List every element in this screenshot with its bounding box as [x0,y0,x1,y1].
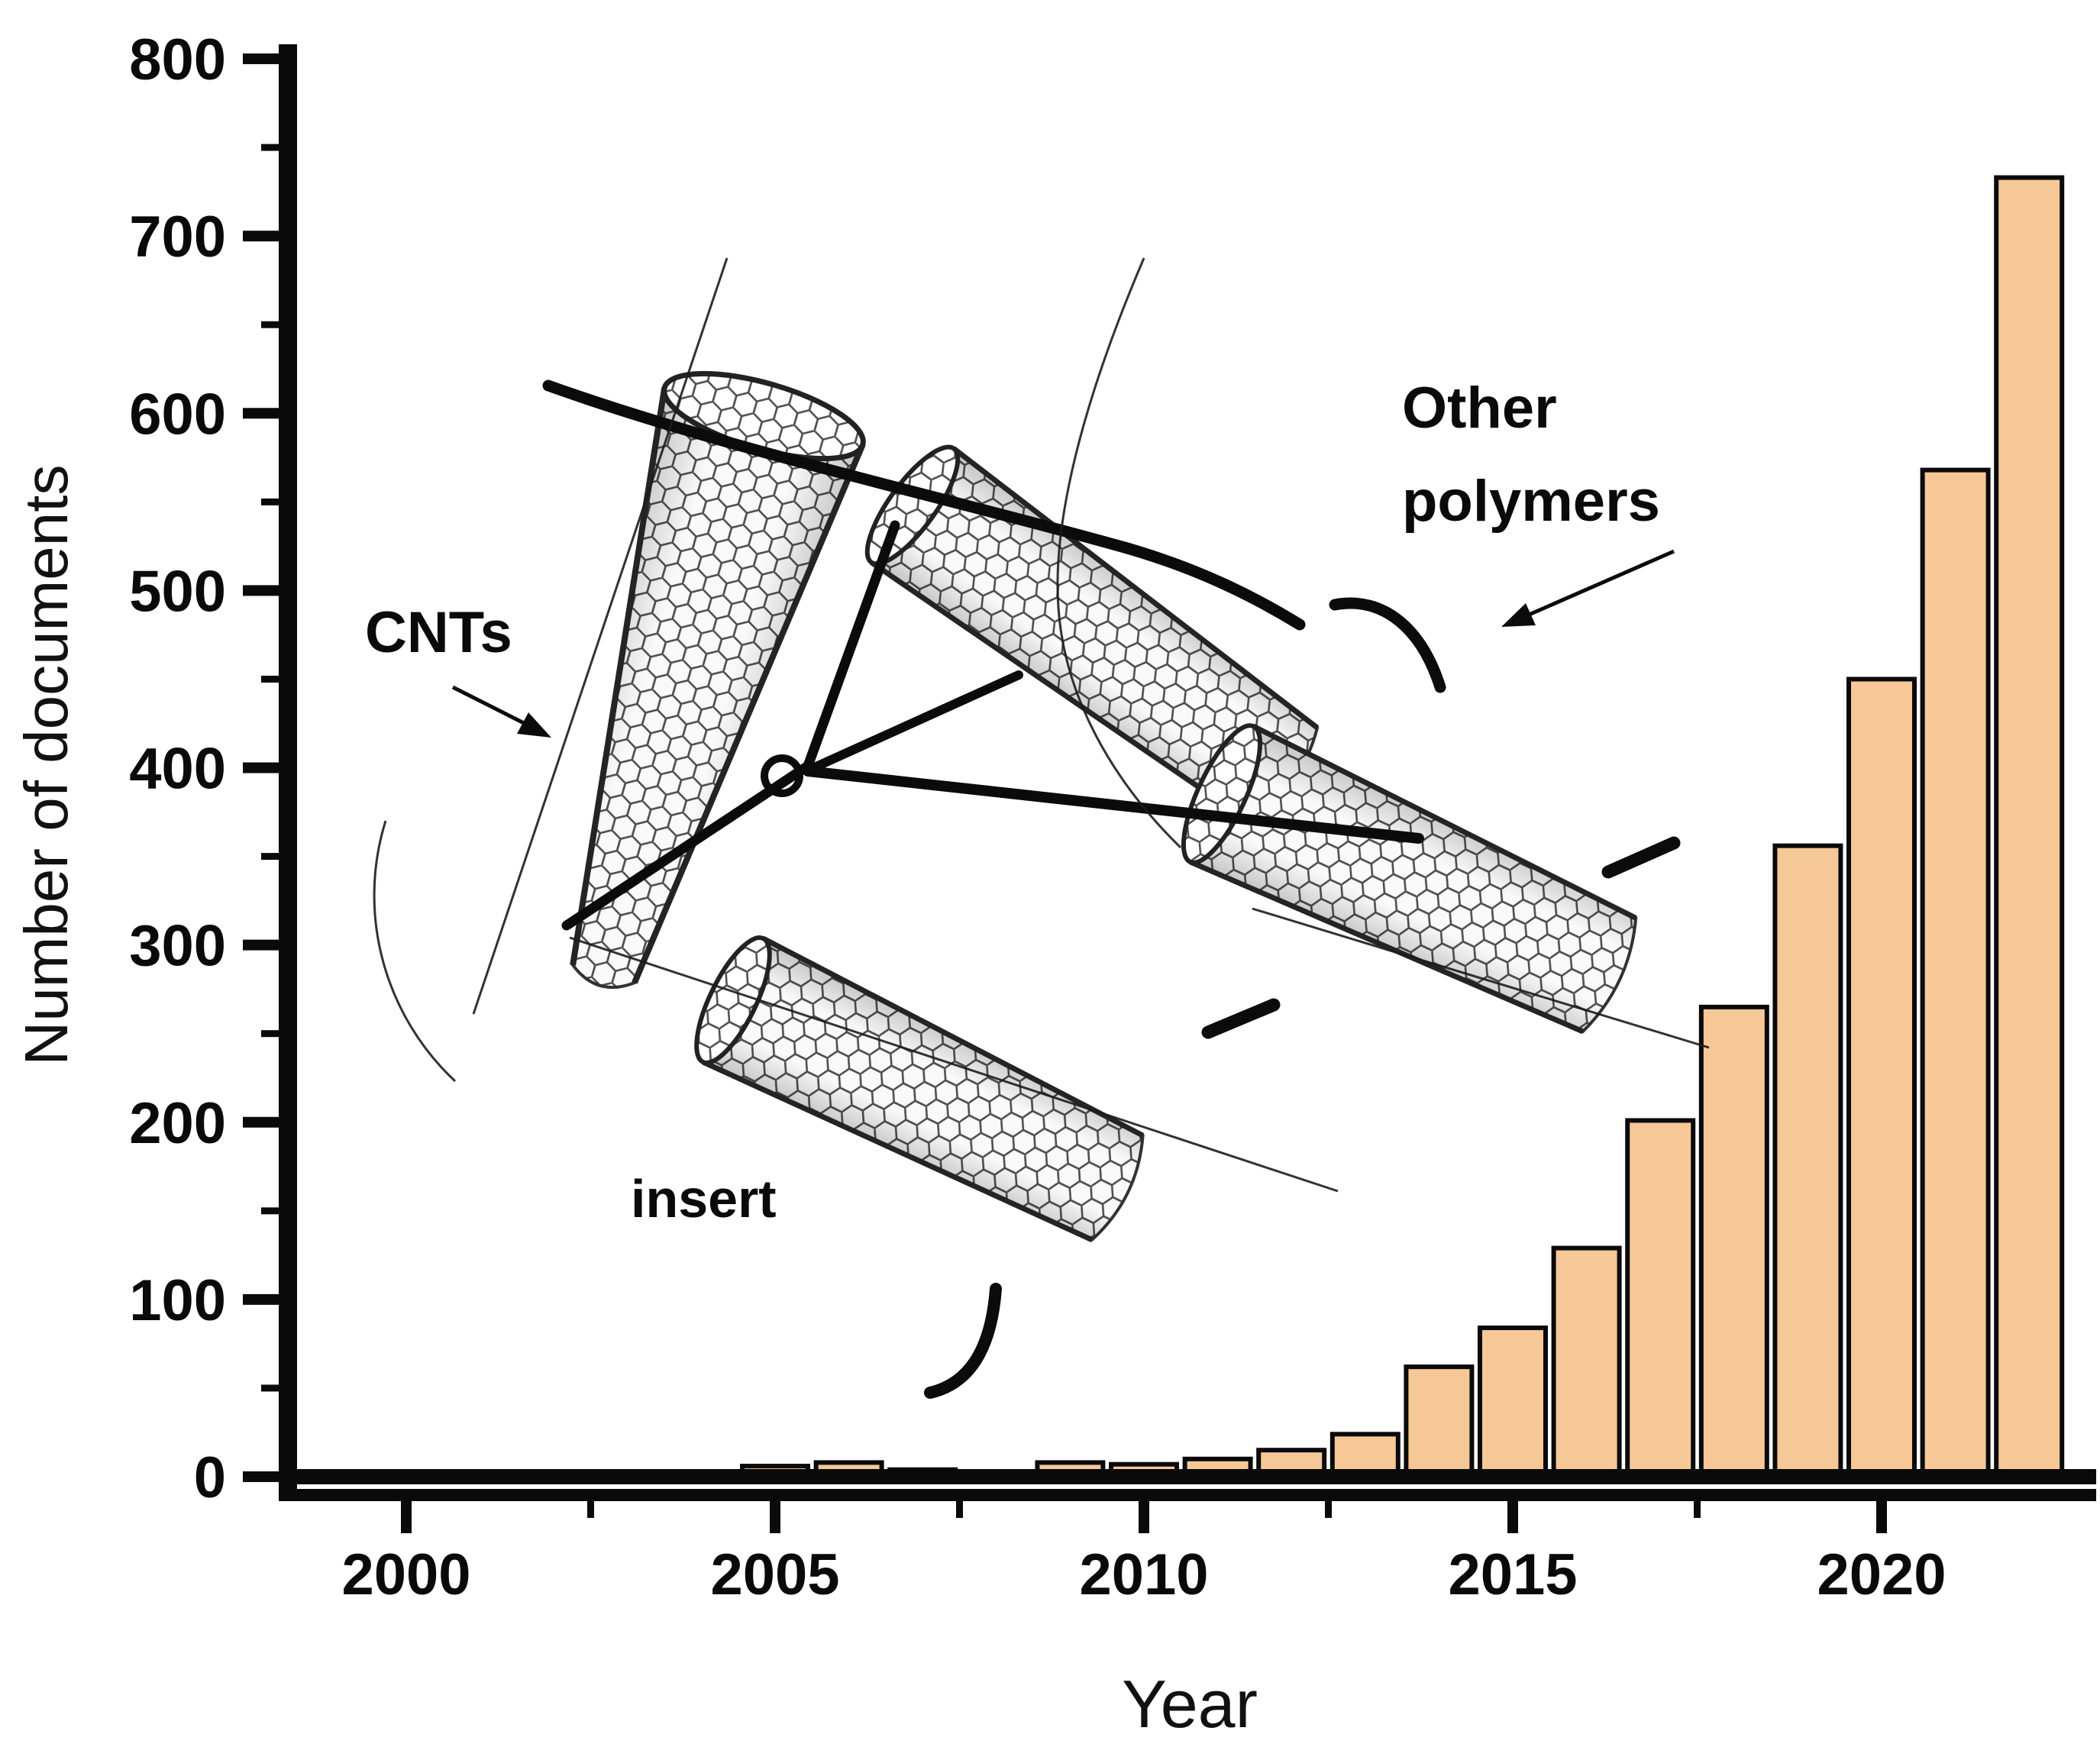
y-tick-label-400: 400 [129,737,226,802]
x-tick-label-2015: 2015 [1448,1542,1577,1607]
x-major-tick-2020 [1876,1500,1887,1533]
y-minor-tick-150 [261,1207,279,1215]
y-tick-label-600: 600 [129,382,226,447]
y-minor-tick-450 [261,675,279,683]
x-tick-label-2000: 2000 [341,1542,470,1607]
thin-arc-left [373,820,457,1083]
dash-middle [1201,998,1281,1039]
thin-line-left-diagonal [472,257,729,1015]
y-tick-label-700: 700 [129,205,226,270]
short-arm-stroke [805,670,1023,774]
insert-label: insert [631,1169,777,1229]
bar-2014 [1404,1364,1475,1476]
y-major-tick-200 [243,1116,279,1128]
loop-knot [761,754,803,797]
y-tick-label-300: 300 [129,914,226,979]
sketch-overlay [373,257,1710,1399]
cnt-illustration-bottom [694,935,1145,1242]
y-axis-line [279,44,297,1501]
bar-2013 [1329,1432,1401,1477]
y-axis-title: Number of documents [12,464,80,1065]
y-major-tick-700 [243,231,279,242]
x-minor-tick-2007.5 [956,1500,963,1518]
annotation-layer: CNTs Other polymers insert [365,376,1675,1229]
y-tick-label-800: 800 [129,27,226,92]
y-major-tick-500 [243,585,279,596]
other-polymers-arrow-head-icon [1501,603,1536,627]
x-tick-labels-group: 2000 2005 2010 2015 2020 [341,1542,1946,1607]
long-arm-stroke [803,766,1424,844]
y-tick-label-100: 100 [129,1268,226,1333]
zero-baseline [297,1469,2096,1484]
y-minor-tick-350 [261,853,279,861]
cnt-illustration-top [864,444,1320,825]
x-major-tick-2010 [1139,1500,1149,1533]
bar-2019 [1772,843,1843,1477]
y-major-tick-600 [243,408,279,419]
bar-2022 [1994,175,2065,1476]
other-polymers-label-line1: Other [1402,376,1557,441]
hook-bottom [924,1283,1002,1399]
x-tick-label-2005: 2005 [710,1542,839,1607]
thin-line-right [1252,907,1710,1049]
cnts-label: CNTs [365,600,512,665]
y-tick-label-0: 0 [194,1445,226,1510]
bar-2018 [1698,1004,1769,1476]
dash-right [1601,836,1681,879]
thin-arc-center [1056,257,1182,849]
bar-2016 [1551,1245,1622,1476]
other-polymers-arrow-line [1526,549,1675,618]
x-tick-label-2020: 2020 [1817,1542,1946,1607]
cnt-illustration-right [1181,723,1638,1035]
thin-line-bottom [569,936,1339,1193]
x-major-tick-2000 [401,1500,412,1533]
x-major-tick-2005 [770,1500,780,1533]
y-major-tick-0 [243,1471,279,1482]
y-tick-labels-group: 0 100 200 300 400 500 600 700 800 [129,27,226,1510]
y-minor-tick-50 [261,1384,279,1392]
y-minor-tick-550 [261,498,279,505]
y-major-tick-300 [243,939,279,951]
bar-2015 [1478,1326,1548,1476]
x-axis-line [279,1489,2096,1501]
y-ticks-group [243,53,279,1482]
x-major-tick-2015 [1507,1500,1518,1533]
thick-curve-stroke [542,379,1306,631]
y-tick-label-500: 500 [129,559,226,624]
axes [279,44,2096,1501]
y-minor-tick-650 [261,321,279,328]
cnts-arrow-head-icon [517,712,551,738]
bar-2020 [1846,677,1917,1477]
x-minor-tick-2002.5 [587,1500,594,1518]
cnts-arrow-line [451,685,527,726]
x-ticks-group [401,1500,1887,1533]
other-polymers-label-line2: polymers [1402,469,1660,534]
bar-2017 [1625,1118,1696,1477]
y-major-tick-400 [243,762,279,773]
y-tick-label-200: 200 [129,1091,226,1156]
x-axis-title: Year [1122,1666,1258,1742]
y-minor-tick-250 [261,1030,279,1038]
x-minor-tick-2017.5 [1694,1500,1701,1518]
x-minor-tick-2012.5 [1325,1500,1332,1518]
y-major-tick-800 [243,53,279,65]
cnt-illustration-large [570,370,866,990]
bar-2021 [1920,467,1991,1477]
x-tick-label-2010: 2010 [1079,1542,1208,1607]
thick-curve-hook [1329,597,1446,693]
y-minor-tick-750 [261,144,279,151]
y-major-tick-100 [243,1293,279,1305]
